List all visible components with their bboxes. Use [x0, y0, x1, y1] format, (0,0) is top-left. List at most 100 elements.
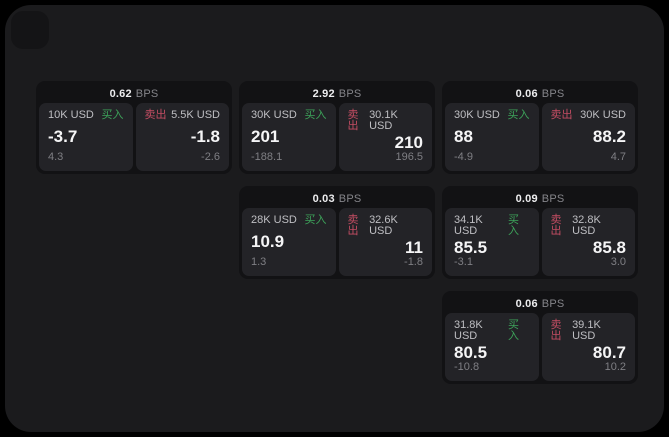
quote-panels: 31.8K USD 买入 80.5 -10.8 卖出 39.1K USD 80.… [445, 313, 635, 381]
buy-side-label: 买入 [101, 109, 124, 121]
sell-change: -1.8 [404, 256, 423, 268]
buy-panel-top-row: 30K USD 买入 [454, 110, 530, 121]
sell-price: -1.8 [190, 127, 220, 146]
quote-panels: 30K USD 买入 88 -4.9 卖出 30K USD 88.2 4.7 [445, 103, 635, 171]
buy-side-label: 买入 [304, 109, 327, 121]
buy-panel[interactable]: 28K USD 买入 10.9 1.3 [242, 208, 336, 276]
sell-panel[interactable]: 卖出 5.5K USD -1.8 -2.6 [135, 103, 229, 171]
sell-side-label: 卖出 [144, 109, 167, 121]
quote-card: 0.06 BPS 30K USD 买入 88 -4.9 卖出 30K USD 8… [442, 81, 638, 174]
sell-panel[interactable]: 卖出 30K USD 88.2 4.7 [541, 103, 635, 171]
buy-panel[interactable]: 31.8K USD 买入 80.5 -10.8 [445, 313, 539, 381]
card-header: 0.62 BPS [39, 84, 229, 103]
buy-panel-top-row: 10K USD 买入 [48, 110, 124, 121]
sell-amount: 32.8K USD [572, 214, 601, 237]
sell-panel-top-row: 卖出 30K USD [551, 110, 627, 121]
quote-card: 0.62 BPS 10K USD 买入 -3.7 4.3 卖出 5.5K USD… [36, 81, 232, 174]
buy-panel[interactable]: 10K USD 买入 -3.7 4.3 [39, 103, 133, 171]
buy-side-label: 买入 [507, 109, 530, 121]
sell-price: 85.8 [592, 237, 626, 257]
sell-amount: 32.6K USD [369, 214, 398, 237]
quote-card: 0.06 BPS 31.8K USD 买入 80.5 -10.8 卖出 39.1… [442, 291, 638, 384]
sell-side-label: 卖出 [347, 109, 359, 132]
buy-change: -4.9 [454, 151, 473, 163]
bps-unit-label: BPS [135, 87, 159, 100]
bps-unit-label: BPS [338, 87, 362, 100]
quote-panels: 28K USD 买入 10.9 1.3 卖出 32.6K USD 11 -1.8 [242, 208, 432, 276]
sell-side-label: 卖出 [550, 214, 562, 237]
buy-panel-top-row: 28K USD 买入 [251, 215, 327, 226]
buy-amount: 10K USD [48, 109, 94, 121]
buy-change: -3.1 [454, 256, 473, 268]
buy-price: 10.9 [251, 232, 285, 251]
sell-amount: 5.5K USD [171, 109, 220, 121]
buy-panel[interactable]: 30K USD 买入 201 -188.1 [242, 103, 336, 171]
sell-side-label: 卖出 [550, 319, 562, 342]
bps-value: 0.62 [109, 87, 132, 100]
sell-panel-top-row: 卖出 39.1K USD [551, 320, 627, 342]
buy-price: 88 [454, 127, 473, 146]
buy-panel-top-row: 31.8K USD 买入 [454, 320, 530, 342]
sell-panel[interactable]: 卖出 30.1K USD 210 196.5 [338, 103, 432, 171]
bps-value: 0.09 [515, 192, 538, 205]
bps-value: 0.06 [515, 297, 538, 310]
sell-panel[interactable]: 卖出 39.1K USD 80.7 10.2 [541, 313, 635, 381]
sell-side-label: 卖出 [550, 109, 573, 121]
buy-side-label: 买入 [304, 214, 327, 226]
bps-unit-label: BPS [541, 192, 565, 205]
sell-price: 80.7 [592, 342, 626, 362]
buy-panel[interactable]: 30K USD 买入 88 -4.9 [445, 103, 539, 171]
quote-panels: 10K USD 买入 -3.7 4.3 卖出 5.5K USD -1.8 -2.… [39, 103, 229, 171]
card-header: 0.06 BPS [445, 294, 635, 313]
card-header: 0.06 BPS [445, 84, 635, 103]
sell-change: -2.6 [201, 151, 220, 163]
buy-amount: 30K USD [251, 109, 297, 121]
sell-side-label: 卖出 [347, 214, 359, 237]
buy-amount: 30K USD [454, 109, 500, 121]
bps-value: 0.06 [515, 87, 538, 100]
bps-unit-label: BPS [541, 297, 565, 310]
bps-unit-label: BPS [338, 192, 362, 205]
sell-amount: 30K USD [580, 109, 626, 121]
card-header: 2.92 BPS [242, 84, 432, 103]
buy-change: -10.8 [454, 361, 480, 373]
card-header: 0.03 BPS [242, 189, 432, 208]
sell-panel-top-row: 卖出 30.1K USD [348, 110, 424, 132]
sell-panel-top-row: 卖出 5.5K USD [145, 110, 221, 121]
buy-side-label: 买入 [507, 319, 519, 342]
buy-side-label: 买入 [507, 214, 519, 237]
sell-price: 88.2 [592, 127, 626, 146]
quote-card: 0.03 BPS 28K USD 买入 10.9 1.3 卖出 32.6K US… [239, 186, 435, 279]
sell-price: 210 [394, 132, 423, 152]
buy-price: -3.7 [48, 127, 78, 146]
buy-change: -188.1 [251, 151, 283, 163]
buy-panel-top-row: 34.1K USD 买入 [454, 215, 530, 237]
buy-panel-top-row: 30K USD 买入 [251, 110, 327, 121]
corner-app-tile [11, 11, 49, 49]
buy-amount: 31.8K USD [454, 319, 483, 342]
quote-card: 2.92 BPS 30K USD 买入 201 -188.1 卖出 30.1K … [239, 81, 435, 174]
sell-change: 10.2 [604, 361, 626, 373]
bps-value: 0.03 [312, 192, 335, 205]
quote-panels: 34.1K USD 买入 85.5 -3.1 卖出 32.8K USD 85.8… [445, 208, 635, 276]
bps-unit-label: BPS [541, 87, 565, 100]
buy-amount: 28K USD [251, 214, 297, 226]
sell-panel-top-row: 卖出 32.8K USD [551, 215, 627, 237]
buy-amount: 34.1K USD [454, 214, 483, 237]
content-surface: 0.62 BPS 10K USD 买入 -3.7 4.3 卖出 5.5K USD… [5, 5, 664, 432]
quote-card: 0.09 BPS 34.1K USD 买入 85.5 -3.1 卖出 32.8K… [442, 186, 638, 279]
sell-panel[interactable]: 卖出 32.6K USD 11 -1.8 [338, 208, 432, 276]
bps-value: 2.92 [312, 87, 335, 100]
sell-panel[interactable]: 卖出 32.8K USD 85.8 3.0 [541, 208, 635, 276]
sell-amount: 39.1K USD [572, 319, 601, 342]
buy-change: 4.3 [48, 151, 64, 163]
sell-amount: 30.1K USD [369, 109, 398, 132]
buy-panel[interactable]: 34.1K USD 买入 85.5 -3.1 [445, 208, 539, 276]
sell-panel-top-row: 卖出 32.6K USD [348, 215, 424, 237]
buy-price: 201 [251, 127, 280, 146]
sell-change: 4.7 [610, 151, 626, 163]
buy-price: 80.5 [454, 342, 488, 362]
sell-change: 196.5 [395, 151, 423, 163]
card-header: 0.09 BPS [445, 189, 635, 208]
